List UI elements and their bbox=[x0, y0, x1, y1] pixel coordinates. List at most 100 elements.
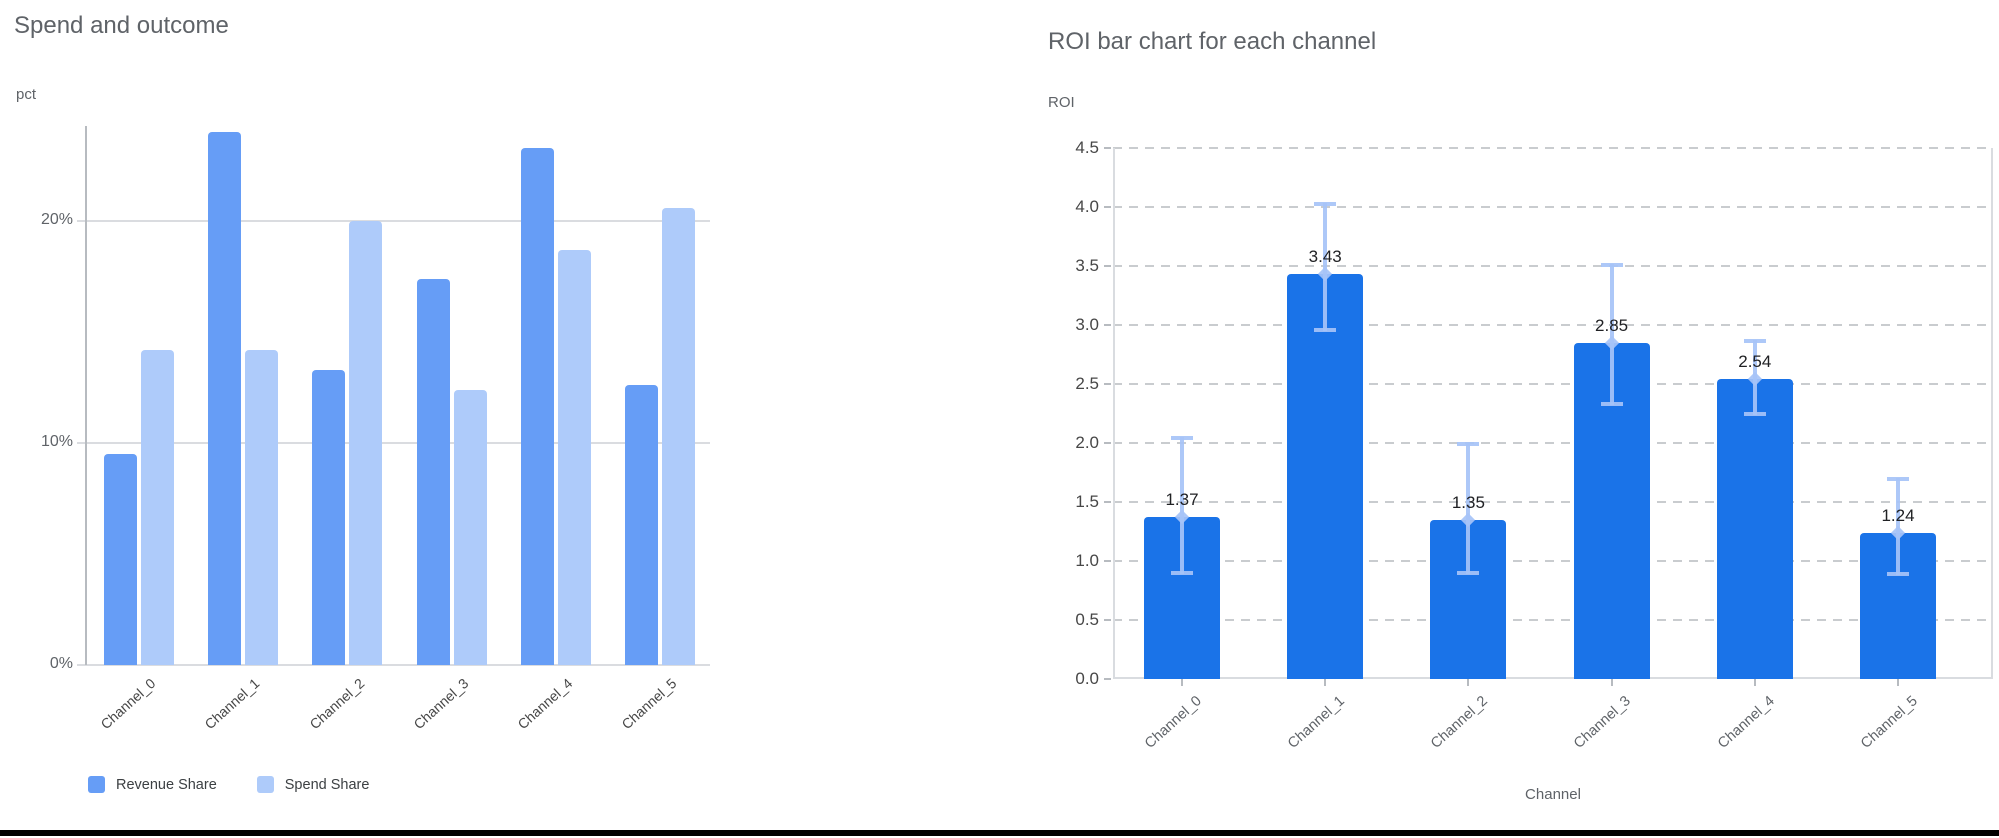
left-x-label-channel_3-text: Channel_3 bbox=[410, 675, 472, 733]
roi-value-label-channel_3: 2.85 bbox=[1595, 315, 1629, 335]
right-chart-title: ROI bar chart for each channel bbox=[1048, 28, 1377, 55]
right-y-tickmark bbox=[1104, 324, 1111, 326]
legend-item-spend-share: Spend Share bbox=[256, 776, 370, 793]
right-x-label-channel_3-text: Channel_3 bbox=[1571, 693, 1635, 752]
error-bar-bottom-cap-channel_2 bbox=[1457, 570, 1480, 575]
error-bar-top-cap-channel_1 bbox=[1314, 202, 1337, 207]
bar-revenue-share-channel_5 bbox=[624, 385, 658, 665]
right-y-tick-label: 2.0 bbox=[1075, 433, 1099, 452]
bar-revenue-share-channel_3 bbox=[416, 278, 450, 665]
right-plot-area: 0.0 0.5 1.0 1.5 2.0 2.5 3.0 3.5 4.0 4.5 1.37 Channe… bbox=[1075, 138, 1993, 752]
bar-revenue-share-channel_2 bbox=[312, 369, 346, 665]
roi-value-label-channel_0: 1.37 bbox=[1165, 490, 1199, 510]
left-gridline-0% bbox=[77, 664, 710, 666]
error-bar-top-cap-channel_0 bbox=[1171, 436, 1193, 441]
right-gridline-3.0 bbox=[1113, 324, 1993, 326]
right-y-tickmark bbox=[1104, 560, 1111, 562]
left-y-tick-label: 10% bbox=[40, 433, 73, 450]
right-y-tick-label: 0.5 bbox=[1075, 610, 1099, 629]
left-chart-legend: Revenue Share Spend Share bbox=[88, 776, 369, 793]
revenue-share-swatch-icon bbox=[88, 776, 105, 793]
right-gridline-4.5 bbox=[1113, 147, 1993, 149]
right-y-axis-label: ROI bbox=[1048, 94, 1075, 111]
error-bar-bottom-cap-channel_1 bbox=[1314, 327, 1337, 332]
right-x-tickmark bbox=[1324, 679, 1327, 686]
left-y-tick-label: 20% bbox=[40, 211, 73, 229]
left-plot-area: 0% 10% 20% Channel_0 Channel_1 Channel_2 Chann… bbox=[41, 126, 710, 732]
error-bar-line-channel_3 bbox=[1609, 263, 1614, 406]
error-bar-bottom-cap-channel_5 bbox=[1887, 572, 1909, 577]
right-gridline-2.5 bbox=[1113, 383, 1993, 385]
right-gridline-2.0 bbox=[1113, 442, 1993, 444]
left-x-label-channel_1-text: Channel_1 bbox=[201, 675, 263, 733]
error-bar-line-channel_1 bbox=[1323, 203, 1328, 331]
bar-spend-share-channel_0 bbox=[141, 349, 174, 665]
error-bar-bottom-cap-channel_3 bbox=[1600, 402, 1623, 407]
spend-share-legend-label: Spend Share bbox=[284, 776, 370, 793]
bar-spend-share-channel_5 bbox=[661, 207, 695, 665]
left-chart-title: Spend and outcome bbox=[14, 12, 229, 39]
left-x-label-channel_5-text: Channel_5 bbox=[618, 675, 680, 733]
right-y-tick-label: 1.0 bbox=[1075, 551, 1099, 570]
right-plot-right-border bbox=[1991, 148, 1993, 679]
right-x-label-channel_2-text: Channel_2 bbox=[1428, 693, 1492, 752]
left-x-label-channel_0-text: Channel_0 bbox=[97, 675, 159, 733]
right-x-tickmark bbox=[1181, 679, 1183, 686]
error-bar-top-cap-channel_5 bbox=[1887, 477, 1909, 482]
left-y-axis-line bbox=[85, 126, 87, 665]
right-gridline-4.0 bbox=[1113, 206, 1993, 208]
right-y-tick-label: 2.5 bbox=[1075, 374, 1099, 393]
left-y-tick-label: 0% bbox=[49, 655, 73, 672]
roi-value-label-channel_1: 3.43 bbox=[1308, 247, 1342, 267]
bottom-border-rule bbox=[0, 830, 1999, 836]
roi-value-label-channel_5: 1.24 bbox=[1881, 505, 1915, 525]
roi-value-label-channel_4: 2.54 bbox=[1738, 352, 1772, 372]
roi-bar-channel_4 bbox=[1716, 379, 1793, 679]
error-bar-top-cap-channel_2 bbox=[1457, 442, 1480, 446]
left-y-axis-unit-label: pct bbox=[16, 86, 37, 103]
left-x-label-channel_2-text: Channel_2 bbox=[305, 675, 368, 733]
right-x-label-channel_4-text: Channel_4 bbox=[1714, 693, 1778, 752]
legend-item-revenue-share: Revenue Share bbox=[88, 776, 217, 793]
left-gridline-20% bbox=[77, 220, 710, 223]
right-x-tickmark bbox=[1753, 679, 1756, 686]
bar-spend-share-channel_4 bbox=[557, 249, 591, 665]
right-y-tickmark bbox=[1104, 383, 1111, 385]
right-x-label-channel_0-text: Channel_0 bbox=[1141, 693, 1205, 752]
right-y-tickmark bbox=[1104, 206, 1111, 208]
right-x-tickmark bbox=[1467, 679, 1470, 686]
left-gridline-10% bbox=[77, 442, 710, 444]
right-y-tick-label: 4.5 bbox=[1075, 138, 1099, 157]
revenue-share-legend-label: Revenue Share bbox=[116, 776, 217, 793]
error-bar-top-cap-channel_3 bbox=[1600, 262, 1623, 267]
right-y-tick-label: 1.5 bbox=[1075, 492, 1099, 511]
roi-value-label-channel_2: 1.35 bbox=[1451, 492, 1485, 512]
right-x-label-channel_1-text: Channel_1 bbox=[1285, 693, 1348, 752]
right-gridline-1.0 bbox=[1113, 560, 1993, 562]
right-y-tickmark bbox=[1104, 265, 1111, 267]
error-bar-line-channel_2 bbox=[1466, 443, 1471, 574]
right-x-label-channel_5-text: Channel_5 bbox=[1857, 693, 1921, 752]
bar-spend-share-channel_3 bbox=[453, 389, 487, 665]
right-plot-left-border bbox=[1113, 148, 1115, 679]
right-y-tick-label: 0.0 bbox=[1075, 669, 1099, 688]
right-gridline-0.5 bbox=[1113, 619, 1993, 621]
error-bar-bottom-cap-channel_4 bbox=[1743, 411, 1766, 416]
right-x-tickmark bbox=[1610, 679, 1613, 686]
right-y-tickmark bbox=[1104, 501, 1111, 503]
right-y-tickmark bbox=[1104, 442, 1111, 444]
error-bar-line-channel_0 bbox=[1180, 437, 1184, 574]
error-bar-top-cap-channel_4 bbox=[1743, 339, 1766, 344]
bar-revenue-share-channel_4 bbox=[520, 147, 554, 665]
right-y-tick-label: 3.5 bbox=[1075, 256, 1099, 275]
bar-revenue-share-channel_0 bbox=[104, 454, 137, 665]
roi-bar-channel_1 bbox=[1287, 274, 1364, 679]
right-y-tick-label: 4.0 bbox=[1075, 197, 1099, 216]
right-y-tickmark bbox=[1104, 678, 1111, 680]
spend-share-swatch-icon bbox=[256, 776, 274, 793]
bar-revenue-share-channel_1 bbox=[208, 132, 242, 665]
right-y-tickmark bbox=[1104, 147, 1111, 149]
right-gridline-3.5 bbox=[1113, 265, 1993, 267]
right-plot-bottom-border bbox=[1113, 677, 1993, 679]
